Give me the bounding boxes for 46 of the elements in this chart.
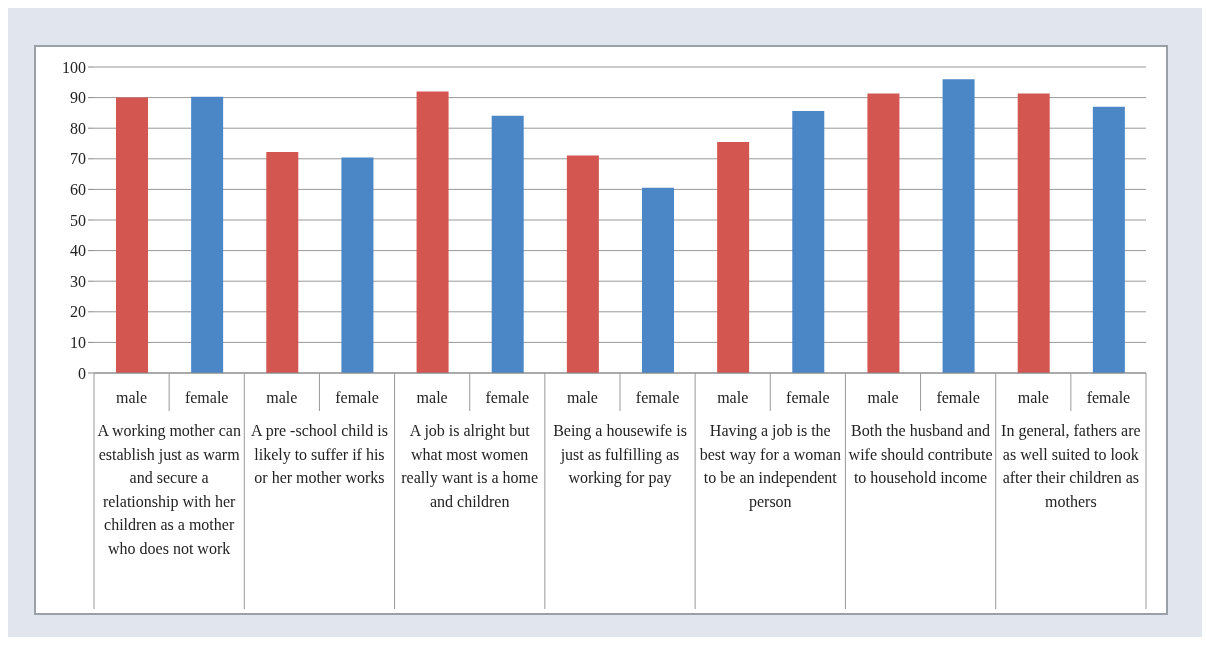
y-tick-label: 60	[70, 181, 86, 199]
x-tick-label: Both the husband and wife should contribute to household income	[848, 422, 993, 487]
x-tick-label: A working mother can establish just as warm and secure a relationship with her children as a mother who does not work	[97, 422, 241, 557]
text: male	[566, 389, 598, 406]
x-tick-label: A pre -school child is likely to suffer if his or her mother works	[250, 422, 388, 487]
bar	[642, 187, 674, 373]
text: male	[1017, 389, 1049, 406]
bar	[491, 115, 524, 373]
text: male	[867, 389, 899, 406]
text: female	[335, 389, 379, 406]
bar	[191, 96, 224, 373]
bar	[416, 91, 449, 373]
x-tick-label: Being a housewife is just as fulfilling as working for pay	[553, 422, 687, 488]
bar	[266, 152, 299, 373]
y-tick-label: 20	[70, 303, 86, 321]
bar	[116, 97, 148, 373]
x-tick-label: A job is alright but what most women really want is a home and children	[401, 422, 539, 510]
bar	[717, 141, 750, 373]
text: male	[416, 389, 448, 406]
bar	[341, 157, 374, 373]
text: male	[266, 389, 298, 406]
y-tick-label: 90	[70, 89, 86, 107]
x-tick-label: In general, fathers are as well suited to look after their children as mothers	[1001, 422, 1141, 510]
bar	[1017, 93, 1050, 373]
text: female	[635, 389, 680, 406]
y-tick-label: 70	[70, 150, 86, 168]
y-tick-label: 10	[70, 334, 86, 352]
text: male	[717, 389, 749, 406]
bar	[566, 155, 599, 373]
y-tick-label: 40	[70, 242, 86, 260]
text: female	[936, 389, 980, 406]
x-tick-label: Having a job is the best way for a woman to be an independent person	[699, 422, 841, 511]
series-label: male	[116, 389, 148, 406]
bar	[792, 111, 825, 373]
y-tick-label: 100	[62, 58, 86, 76]
y-tick-label: 30	[70, 272, 86, 290]
y-tick-label: 0	[78, 364, 86, 382]
series-label: female	[786, 389, 830, 406]
text: female	[1086, 389, 1131, 406]
y-tick-label: 80	[70, 119, 86, 137]
text: female	[485, 389, 530, 406]
y-tick-label: 50	[70, 211, 86, 229]
bar	[942, 79, 975, 373]
bar	[867, 93, 900, 373]
text: female	[184, 389, 229, 406]
bar	[1092, 106, 1125, 373]
